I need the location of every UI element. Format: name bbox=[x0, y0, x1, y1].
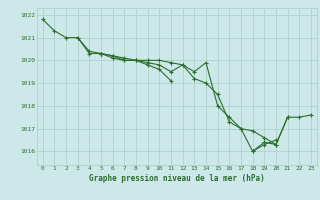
X-axis label: Graphe pression niveau de la mer (hPa): Graphe pression niveau de la mer (hPa) bbox=[89, 174, 265, 183]
